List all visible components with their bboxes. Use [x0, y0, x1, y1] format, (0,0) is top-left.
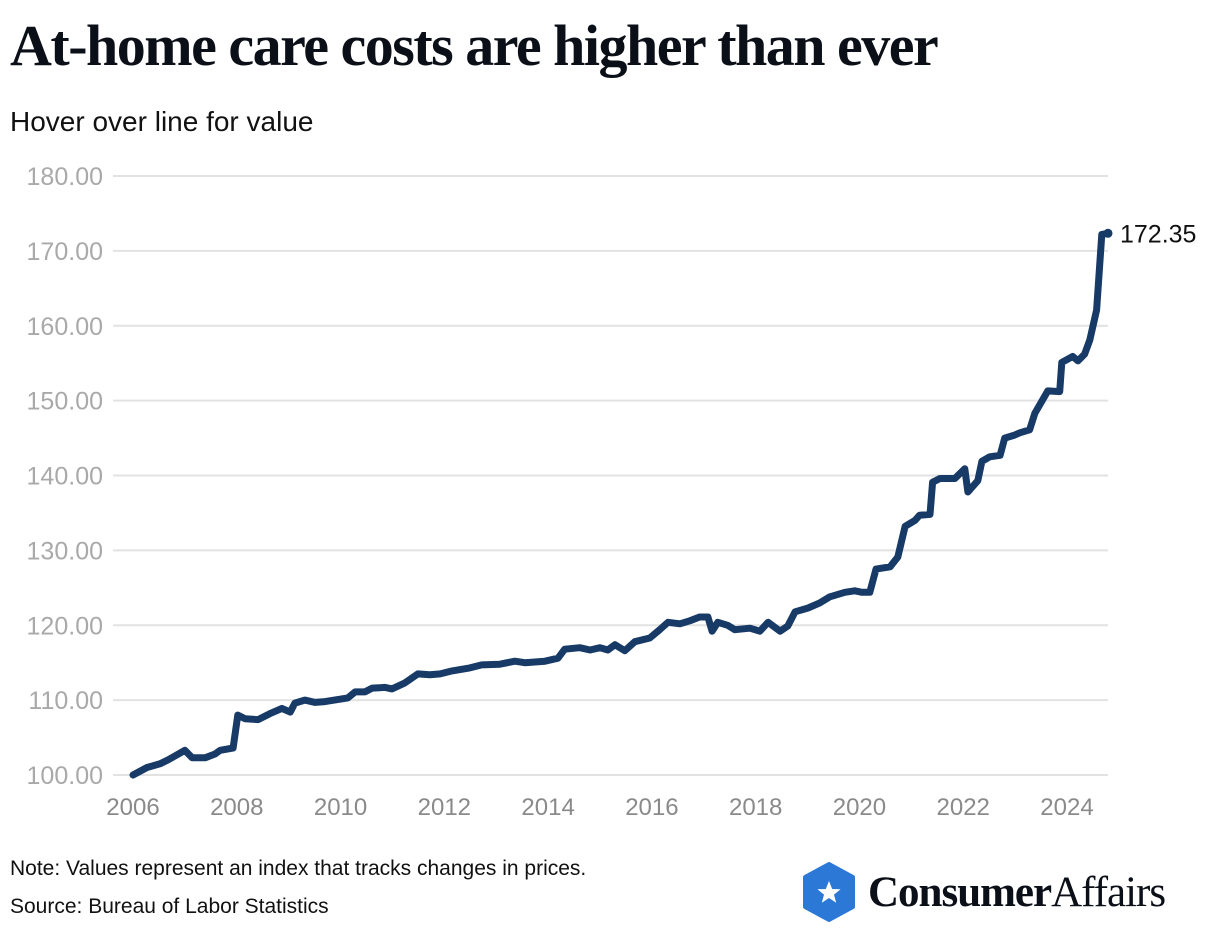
note-text: Note: Values represent an index that tra…: [10, 857, 587, 880]
y-tick-label: 150.00: [27, 388, 103, 416]
source-text: Source: Bureau of Labor Statistics: [10, 895, 329, 918]
chart-subtitle: Hover over line for value: [10, 106, 314, 137]
x-tick-label: 2008: [210, 794, 263, 821]
x-tick-label: 2006: [106, 794, 159, 821]
y-tick-label: 120.00: [27, 612, 103, 640]
hexagon-star-icon: [803, 862, 855, 922]
gridlines: [113, 175, 1108, 776]
y-axis-ticks: 100.00 110.00 120.00 130.00 140.00 150.00 160.…: [27, 163, 103, 790]
x-tick-label: 2018: [729, 794, 782, 821]
x-tick-label: 2016: [625, 794, 678, 821]
chart-title: At-home care costs are higher than ever: [10, 13, 939, 78]
end-value-label: 172.35: [1120, 220, 1196, 248]
y-tick-label: 100.00: [27, 762, 103, 790]
x-tick-label: 2024: [1040, 794, 1093, 821]
end-point-marker[interactable]: [1103, 228, 1113, 238]
x-axis-ticks: 2006 2008 2010 2012 2014 2016 2018 2020 2022 2024: [106, 794, 1093, 821]
y-tick-label: 130.00: [27, 537, 103, 565]
y-tick-label: 140.00: [27, 463, 103, 491]
x-tick-label: 2014: [521, 794, 574, 821]
y-tick-label: 180.00: [27, 163, 103, 191]
consumeraffairs-logo[interactable]: ConsumerAffairs: [802, 862, 1166, 922]
x-tick-label: 2020: [833, 794, 886, 821]
y-tick-label: 160.00: [27, 313, 103, 341]
x-tick-label: 2010: [314, 794, 367, 821]
x-tick-label: 2012: [418, 794, 471, 821]
x-tick-label: 2022: [937, 794, 990, 821]
y-tick-label: 110.00: [28, 687, 103, 715]
series-line[interactable]: [129, 229, 1112, 779]
y-tick-label: 170.00: [27, 238, 103, 266]
logo-wordmark: ConsumerAffairs: [868, 868, 1166, 916]
